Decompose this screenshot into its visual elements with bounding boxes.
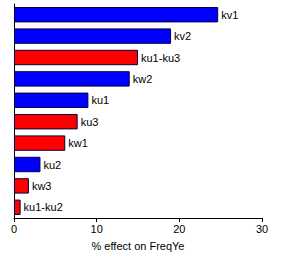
svg-text:kw1: kw1 <box>68 137 88 149</box>
svg-text:kv2: kv2 <box>174 30 191 42</box>
svg-text:30: 30 <box>256 223 268 235</box>
svg-text:0: 0 <box>11 223 17 235</box>
svg-text:ku2: ku2 <box>43 159 61 171</box>
svg-text:kw3: kw3 <box>32 180 52 192</box>
svg-text:ku1-ku2: ku1-ku2 <box>24 201 63 213</box>
svg-text:ku1: ku1 <box>91 94 109 106</box>
svg-text:10: 10 <box>91 223 103 235</box>
svg-text:20: 20 <box>173 223 185 235</box>
svg-text:ku1-ku3: ku1-ku3 <box>141 52 180 64</box>
svg-text:% effect on FreqYe: % effect on FreqYe <box>92 240 185 252</box>
svg-text:kv1: kv1 <box>221 9 238 21</box>
svg-text:kw2: kw2 <box>133 73 153 85</box>
svg-text:ku3: ku3 <box>81 116 99 128</box>
